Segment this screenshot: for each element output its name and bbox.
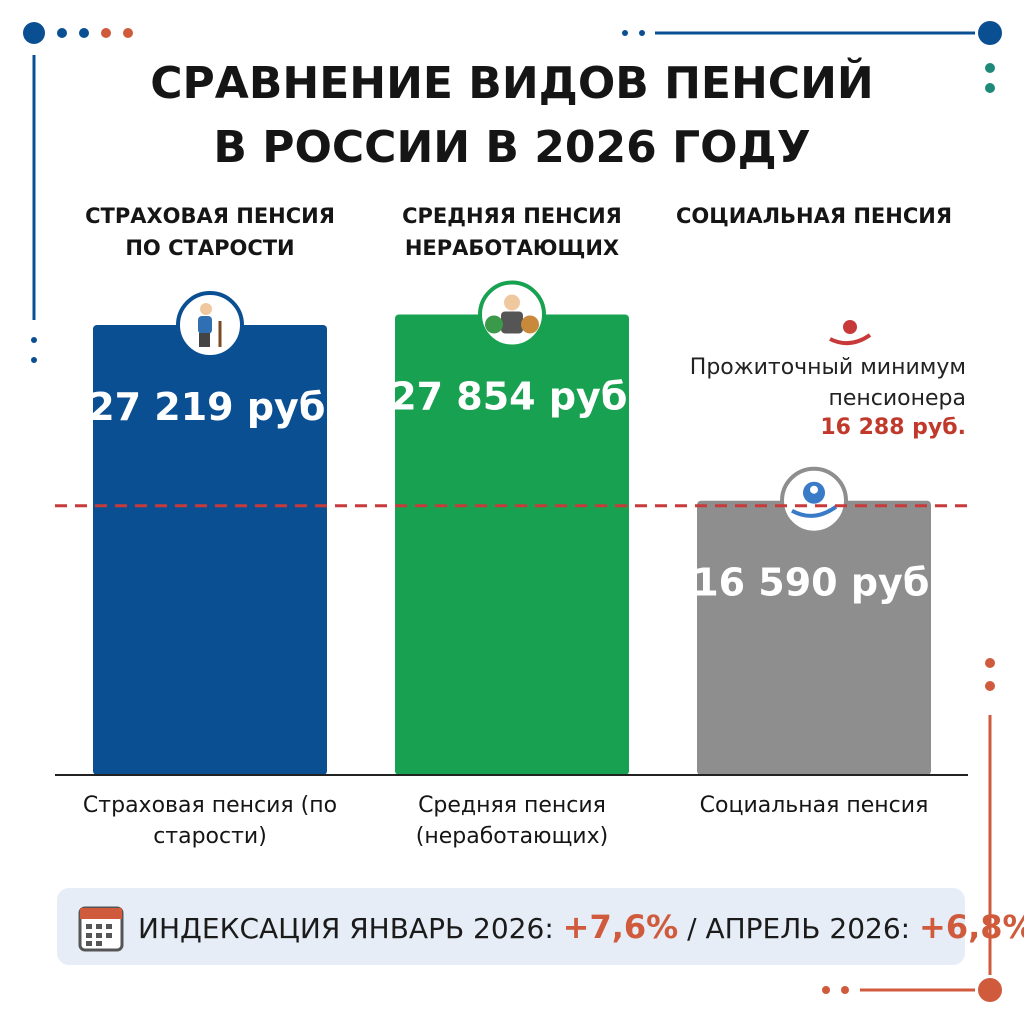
category-header: СТРАХОВАЯ ПЕНСИЯ ПО СТАРОСТИ [85,204,335,260]
reference-icon [829,333,872,346]
icon-part [504,294,520,311]
footer-label: / АПРЕЛЬ 2026: [687,912,911,945]
icon-part [485,315,503,334]
icon-part [198,315,212,334]
x-tick-label: Страховая пенсия (по старости) [82,793,338,849]
value-label: 16 590 руб. [692,561,944,605]
bar [697,500,931,775]
footer-box [57,888,965,965]
decoration [23,21,1002,1002]
footer-value: +7,6% [562,908,679,946]
footer-value: +6,8% [919,908,1024,946]
icon-part [199,332,210,347]
icon-part [791,505,838,518]
x-tick-label: Средняя пенсия (неработающих) [415,793,609,849]
reference-value-label: 16 288 руб. [820,415,966,440]
bar [395,314,629,775]
reference-icon [843,320,857,334]
icon-part [810,485,818,494]
reference-label: Прожиточный минимум пенсионера [689,355,966,411]
footer-text: ИНДЕКСАЦИЯ ЯНВАРЬ 2026: +7,6% / АПРЕЛЬ 2… [138,908,1024,946]
value-label: 27 854 руб. [390,374,642,418]
icon-part [501,311,523,334]
x-tick-label: Социальная пенсия [699,793,929,818]
icon-part [521,315,539,334]
category-header: СРЕДНЯЯ ПЕНСИЯ НЕРАБОТАЮЩИХ [402,204,622,260]
bar [93,324,327,775]
chart-title: СРАВНЕНИЕ ВИДОВ ПЕНСИЙ В РОССИИ В 2026 Г… [150,58,874,173]
value-label: 27 219 руб. [88,385,340,429]
category-header: СОЦИАЛЬНАЯ ПЕНСИЯ [676,204,952,228]
footer-label: ИНДЕКСАЦИЯ ЯНВАРЬ 2026: [138,912,554,945]
icon-part [200,302,212,315]
